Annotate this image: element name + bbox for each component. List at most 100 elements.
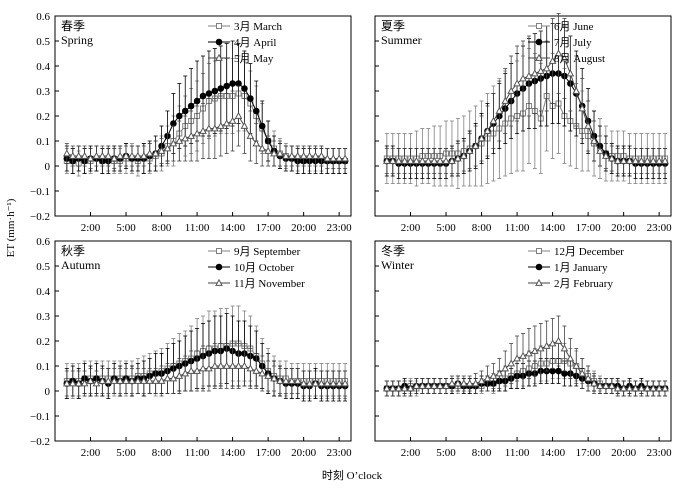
data-point	[323, 154, 332, 162]
data-point	[211, 361, 219, 369]
data-point	[92, 379, 101, 387]
data-point	[383, 384, 391, 392]
data-point	[311, 151, 320, 159]
data-point	[270, 374, 278, 382]
data-point	[643, 384, 652, 392]
data-point	[596, 381, 604, 389]
y-tick-label: −0.2	[30, 211, 50, 223]
data-point	[329, 379, 338, 387]
data-point	[92, 151, 101, 159]
data-point	[170, 120, 177, 127]
data-point	[430, 381, 439, 389]
data-point	[317, 151, 326, 159]
legend-label: 3月 March	[234, 21, 282, 33]
data-point	[424, 156, 433, 164]
data-point	[299, 379, 308, 387]
data-point	[536, 344, 545, 352]
legend-marker	[216, 248, 222, 254]
data-point	[513, 354, 521, 362]
data-point	[116, 376, 124, 384]
data-point	[424, 381, 433, 389]
data-point	[86, 154, 95, 162]
data-point	[252, 139, 261, 147]
data-point	[471, 141, 480, 149]
data-point	[525, 71, 533, 79]
data-point	[163, 374, 172, 382]
data-point	[400, 156, 409, 164]
data-point	[578, 104, 587, 112]
data-point	[282, 151, 290, 159]
data-point	[459, 379, 468, 387]
x-tick-label: 8:00	[152, 222, 172, 234]
data-point	[258, 122, 266, 130]
data-point	[199, 364, 207, 372]
legend-label: 7月 July	[554, 37, 592, 49]
data-point	[483, 126, 492, 134]
data-point	[596, 146, 604, 154]
data-point	[560, 344, 569, 352]
x-tick-label: 5:00	[116, 447, 136, 459]
x-tick-label: 14:00	[220, 222, 246, 234]
data-point	[590, 379, 598, 387]
x-tick-label: 2:00	[401, 222, 421, 234]
x-tick-label: 2:00	[401, 447, 421, 459]
data-point	[229, 80, 236, 87]
y-tick-label: 0.2	[36, 111, 50, 123]
data-point	[584, 121, 592, 129]
data-point	[104, 376, 113, 384]
data-point	[655, 156, 663, 164]
data-point	[542, 341, 551, 349]
panel-spring: 0.6 0.5 0.4 0.3 0.2 0.1 0 −0.1 −0.2 2:00 5:00 8:00 1…	[30, 11, 352, 234]
data-point	[383, 156, 391, 164]
data-point	[507, 359, 515, 367]
data-point	[631, 384, 640, 392]
data-point	[471, 379, 480, 387]
data-point	[454, 154, 462, 162]
data-point	[80, 379, 89, 387]
data-point	[406, 384, 415, 392]
data-point	[157, 146, 166, 154]
x-tick-label: 23:00	[327, 222, 353, 234]
data-point	[134, 151, 142, 159]
data-point	[619, 156, 628, 164]
season-subtitle: Autumn	[61, 258, 100, 272]
data-point	[525, 349, 533, 357]
data-point	[241, 85, 248, 92]
legend-marker	[215, 53, 223, 61]
data-point	[406, 156, 415, 164]
data-point	[655, 384, 663, 392]
data-point	[157, 376, 166, 384]
y-tick-label: −0.1	[30, 186, 50, 198]
data-point	[187, 131, 195, 139]
data-point	[246, 131, 255, 139]
data-point	[613, 384, 622, 392]
data-point	[139, 151, 148, 159]
data-point	[394, 384, 403, 392]
y-tick-label: −0.2	[30, 436, 50, 448]
data-point	[661, 156, 669, 164]
x-tick-label: 23:00	[327, 447, 353, 459]
x-tick-label: 14:00	[220, 447, 246, 459]
season-title: 夏季	[381, 19, 405, 33]
season-subtitle: Winter	[381, 258, 414, 272]
data-point	[68, 151, 77, 159]
data-point	[264, 146, 272, 154]
x-tick-label: 23:00	[647, 447, 673, 459]
data-point	[661, 384, 669, 392]
y-tick-label: 0.6	[36, 11, 50, 23]
data-point	[561, 370, 568, 377]
legend-label: 6月 June	[554, 21, 594, 33]
data-point	[649, 156, 658, 164]
data-point	[68, 379, 77, 387]
y-tick-label: 0.1	[36, 361, 50, 373]
data-point	[104, 151, 113, 159]
x-tick-label: 11:00	[505, 447, 530, 459]
data-point	[613, 156, 622, 164]
data-point	[329, 154, 338, 162]
data-point	[282, 376, 290, 384]
data-point	[388, 384, 397, 392]
data-point	[151, 149, 160, 157]
data-point	[507, 86, 515, 94]
data-point	[264, 371, 272, 379]
